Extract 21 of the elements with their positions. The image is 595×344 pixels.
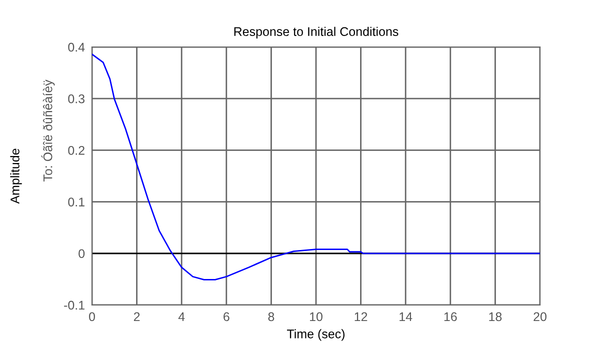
x-tick-label: 12 <box>354 312 368 322</box>
x-tick-label: 18 <box>489 312 502 322</box>
y-tick-label: -0.1 <box>64 300 84 310</box>
x-tick-label: 6 <box>224 312 230 322</box>
x-tick-label: 16 <box>444 312 457 322</box>
x-tick-label: 14 <box>400 312 412 322</box>
y-tick-label: 0 <box>78 249 85 258</box>
x-tick-label: 20 <box>534 312 546 322</box>
line-series <box>92 54 540 280</box>
y-tick-label: 0.2 <box>68 146 84 155</box>
y-tick-label: 0.1 <box>68 198 84 206</box>
x-tick-label: 10 <box>310 312 322 322</box>
text: Amplitude To: Óãîë ðûñêàíèÿ <box>10 80 55 204</box>
x-tick-label: 2 <box>134 312 140 322</box>
x-tick-label: 4 <box>178 312 185 322</box>
y-tick-label: 0.4 <box>68 42 85 52</box>
x-tick-label: 0 <box>89 312 95 322</box>
x-tick-label: 8 <box>268 312 274 322</box>
y-tick-label: 0.3 <box>68 94 85 104</box>
chart-title: Response to Initial Conditions <box>234 26 398 38</box>
x-axis-title: Time (sec) <box>287 329 345 341</box>
